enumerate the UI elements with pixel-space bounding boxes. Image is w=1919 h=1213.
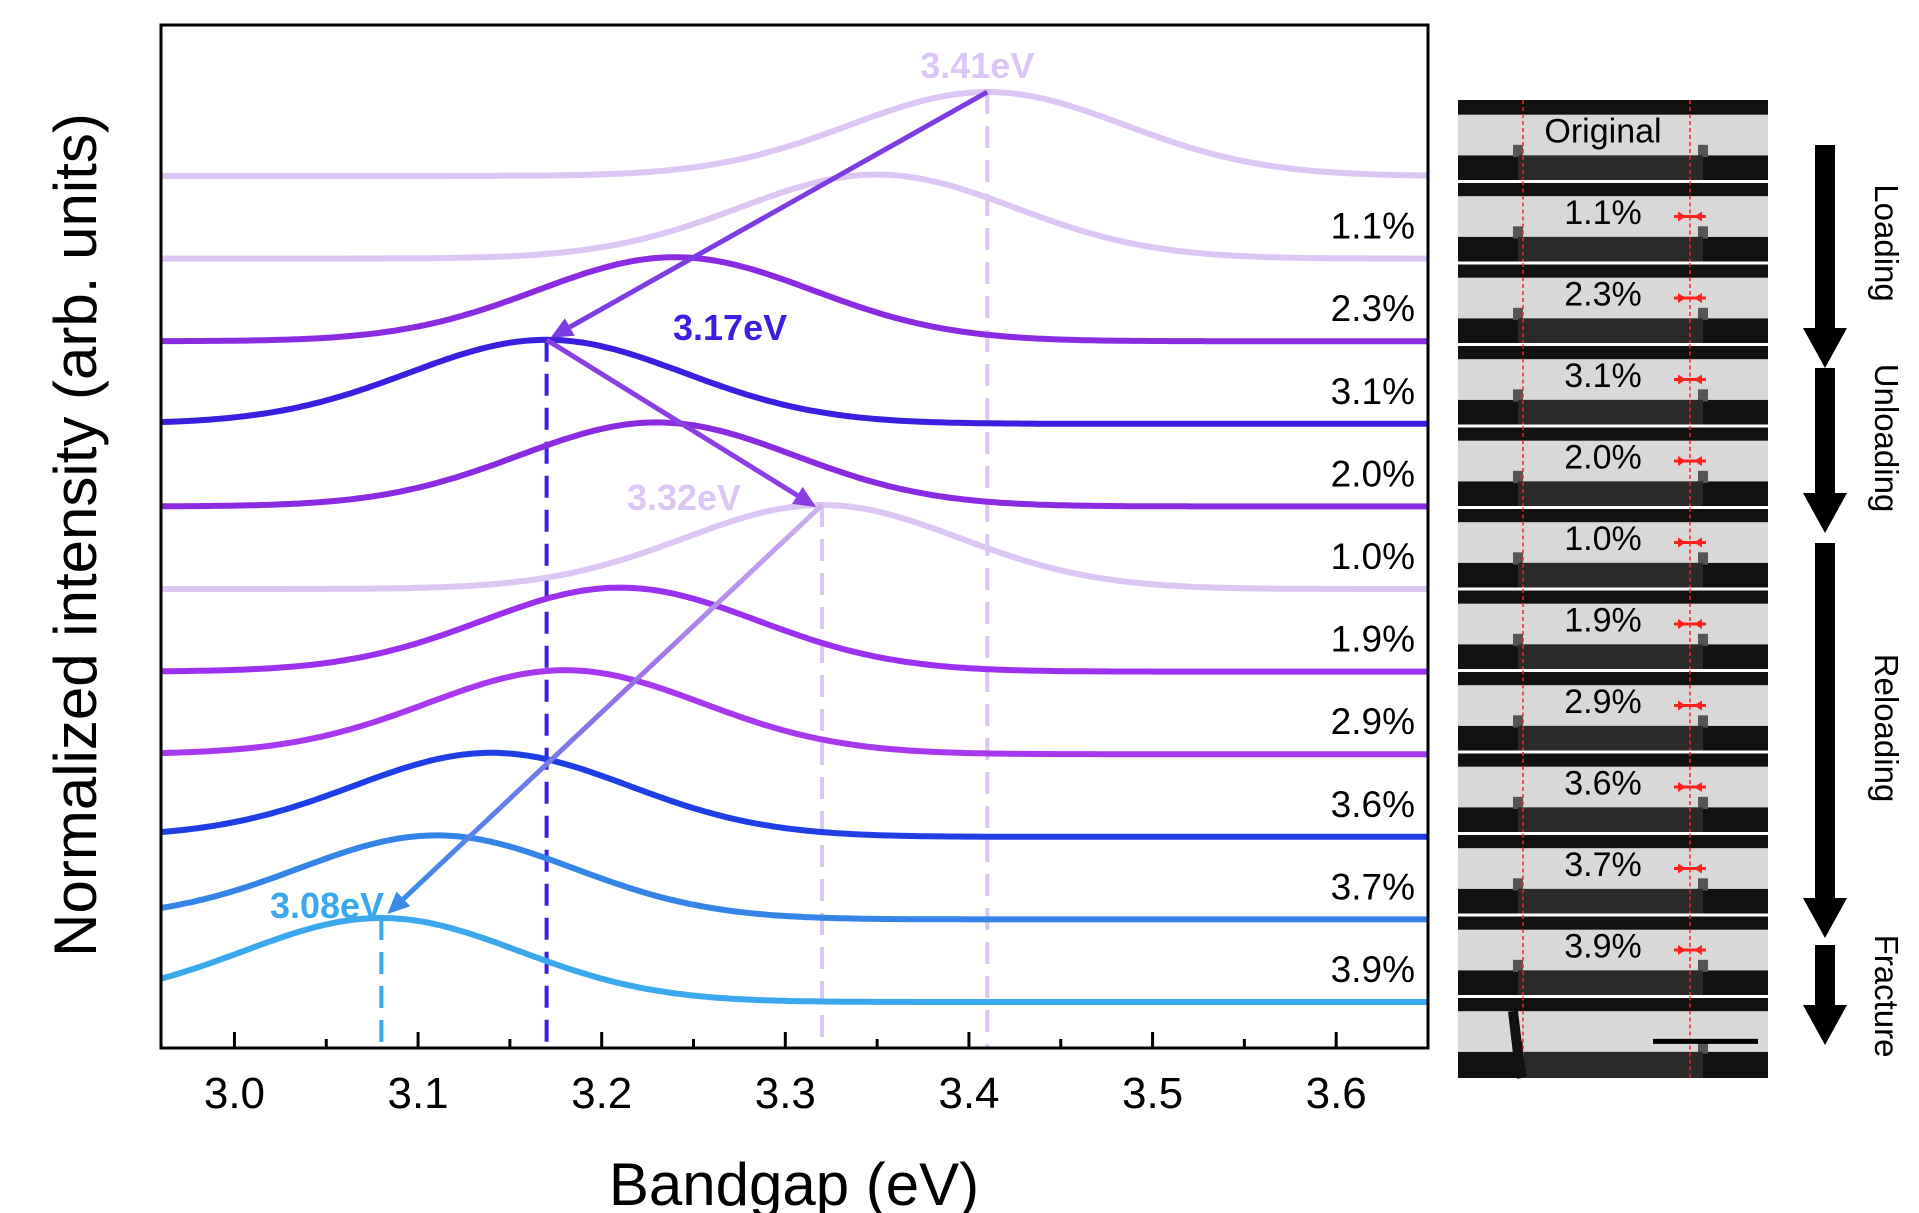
- peak-shift-arrows: [387, 89, 989, 914]
- micrograph-label: 3.6%: [1564, 764, 1642, 802]
- strain-label: 2.9%: [1331, 701, 1415, 742]
- x-tick-label: 3.1: [387, 1069, 448, 1118]
- phase-label: Reloading: [1868, 654, 1905, 803]
- strain-label: 3.9%: [1331, 949, 1415, 990]
- peak-guide-lines: [379, 92, 990, 1048]
- peak-label: 3.32eV: [627, 477, 741, 518]
- micrograph-panel: 1.1%: [1458, 180, 1768, 263]
- phase-arrow-shaft: [1815, 543, 1835, 900]
- micrograph-panel: 3.6%: [1458, 750, 1768, 834]
- fracture-crack: [1508, 1010, 1527, 1079]
- arrow-head: [550, 318, 575, 338]
- micrograph-panel: 3.7%: [1458, 832, 1768, 915]
- spectrum-curve: [161, 832, 1428, 923]
- phase-arrow-head: [1803, 898, 1847, 938]
- spectra-panel: 3.0 3.1 3.2 3.3 3.4 3.5 3.6 1.1%2.3%3.1%2.0%1.…: [42, 23, 1430, 1213]
- micrograph-panel: 1.0%: [1458, 506, 1768, 589]
- spectrum-curve: [161, 502, 1428, 592]
- x-tick-label: 3.5: [1122, 1069, 1183, 1118]
- phase-arrow-head: [1803, 493, 1847, 533]
- peak-shift-arrow: [401, 503, 824, 901]
- strain-labels: 1.1% 2.3% 3.1% 2.0% 1.0% 1.9% 2.9% 3.6% 3.7% 3.9%: [1331, 206, 1415, 990]
- phase-arrow-shaft: [1815, 368, 1835, 495]
- spectrum-curve: [161, 171, 1428, 262]
- x-tick-label: 3.6: [1306, 1069, 1367, 1118]
- peak-shift-arrow: [568, 89, 989, 330]
- arrow-head: [387, 891, 411, 914]
- micrograph-label: 2.9%: [1564, 683, 1642, 721]
- micrograph-strip: Original 1.1% 2.3% 3.1% 2.0% 1.0% 1.9% 2.9% 3.6%…: [1458, 100, 1768, 1079]
- x-axis-title: Bandgap (eV): [609, 1151, 979, 1213]
- phase-arrow-head: [1803, 1005, 1847, 1045]
- x-tick-label: 3.4: [938, 1069, 999, 1118]
- strain-label: 2.3%: [1331, 288, 1415, 329]
- peak-shift-arrow: [545, 337, 799, 498]
- micrograph-panel: [1458, 995, 1768, 1079]
- strain-label: 3.1%: [1331, 371, 1415, 412]
- micrograph-panel: 2.0%: [1458, 424, 1768, 508]
- strain-label: 1.9%: [1331, 619, 1415, 660]
- micrograph-panel: 2.9%: [1458, 669, 1768, 752]
- micrograph-label: 2.0%: [1564, 438, 1642, 476]
- spectrum-curve: [161, 419, 1428, 510]
- peak-label: 3.41eV: [920, 45, 1034, 86]
- micrograph-label: 3.1%: [1564, 357, 1642, 395]
- micrograph-label: 2.3%: [1564, 275, 1642, 313]
- phase-arrow-head: [1803, 328, 1847, 368]
- phase-arrows: Loading Unloading Reloading Fracture: [1803, 145, 1905, 1057]
- micrograph-panel: Original: [1458, 100, 1768, 182]
- x-tick-label: 3.3: [755, 1069, 816, 1118]
- x-tick-label: 3.0: [204, 1069, 265, 1118]
- strain-label: 1.0%: [1331, 536, 1415, 577]
- x-tick-label: 3.2: [571, 1069, 632, 1118]
- micrograph-panel: 2.3%: [1458, 261, 1768, 345]
- micrograph-label: 3.7%: [1564, 846, 1642, 884]
- spectrum-curve: [161, 336, 1428, 427]
- strain-label: 1.1%: [1331, 206, 1415, 247]
- micrograph-label: 3.9%: [1564, 927, 1642, 965]
- micrograph-label: 1.1%: [1564, 194, 1642, 232]
- plot-frame: [159, 23, 1430, 1050]
- micrograph-panel: 1.9%: [1458, 587, 1768, 671]
- spectra-curves: [161, 89, 1428, 1005]
- phase-arrow-shaft: [1815, 145, 1835, 330]
- strain-label: 3.6%: [1331, 784, 1415, 825]
- spectrum-curve: [161, 89, 1428, 179]
- micrograph-panel: 3.9%: [1458, 913, 1768, 997]
- micrograph-panel: 3.1%: [1458, 343, 1768, 426]
- phase-label: Unloading: [1868, 364, 1905, 513]
- strain-label: 3.7%: [1331, 866, 1415, 907]
- spectrum-curve: [161, 667, 1428, 758]
- y-axis-title: Normalized intensity (arb. units): [42, 113, 109, 957]
- spectrum-curve: [161, 915, 1428, 1005]
- micrograph-label: 1.9%: [1564, 601, 1642, 639]
- spectrum-curve: [161, 749, 1428, 840]
- arrow-head: [792, 486, 817, 507]
- micrograph-label: Original: [1544, 112, 1661, 150]
- x-axis-ticks: 3.0 3.1 3.2 3.3 3.4 3.5 3.6: [204, 1032, 1430, 1118]
- peak-label: 3.08eV: [270, 885, 384, 926]
- peak-labels: 3.41eV 3.17eV 3.32eV 3.08eV: [270, 45, 1034, 926]
- phase-arrow-shaft: [1815, 945, 1835, 1007]
- phase-label: Fracture: [1868, 935, 1905, 1058]
- peak-label: 3.17eV: [673, 307, 787, 348]
- phase-label: Loading: [1868, 184, 1905, 301]
- micrograph-label: 1.0%: [1564, 520, 1642, 558]
- spectrum-curve: [161, 254, 1428, 345]
- spectrum-curve: [161, 584, 1428, 675]
- strain-label: 2.0%: [1331, 453, 1415, 494]
